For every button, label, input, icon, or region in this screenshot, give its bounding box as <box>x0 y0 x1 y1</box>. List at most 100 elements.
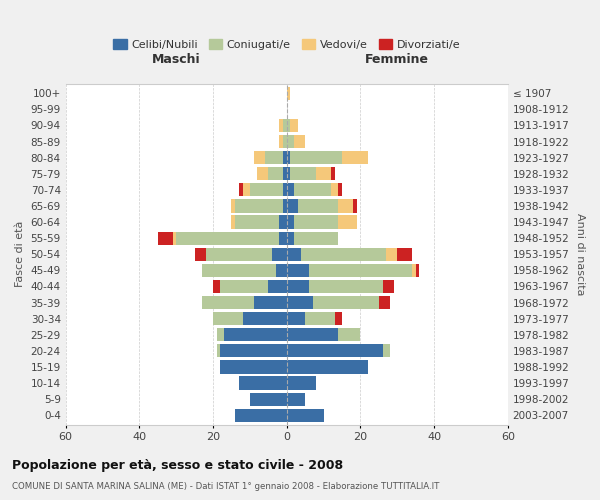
Bar <box>220 280 268 293</box>
Bar <box>287 183 294 196</box>
Bar <box>280 216 287 228</box>
Bar <box>309 264 412 277</box>
Bar <box>338 200 353 212</box>
Bar <box>254 151 265 164</box>
Bar <box>287 264 309 277</box>
Bar <box>206 248 272 261</box>
Bar <box>283 151 287 164</box>
Bar <box>194 248 206 261</box>
Bar <box>412 264 416 277</box>
Bar <box>301 248 386 261</box>
Bar <box>265 151 283 164</box>
Bar <box>294 183 331 196</box>
Bar <box>316 167 331 180</box>
Bar <box>213 280 220 293</box>
Bar <box>287 360 368 374</box>
Bar <box>254 296 287 309</box>
Bar <box>342 151 368 164</box>
Bar <box>280 119 283 132</box>
Bar <box>257 167 268 180</box>
Bar <box>287 392 305 406</box>
Bar <box>287 408 323 422</box>
Bar <box>283 183 287 196</box>
Bar <box>287 216 294 228</box>
Text: Popolazione per età, sesso e stato civile - 2008: Popolazione per età, sesso e stato civil… <box>12 460 343 472</box>
Bar <box>331 183 338 196</box>
Bar <box>383 344 390 358</box>
Bar <box>268 280 287 293</box>
Bar <box>294 216 338 228</box>
Bar <box>298 200 338 212</box>
Bar <box>283 119 287 132</box>
Bar <box>313 296 379 309</box>
Bar <box>290 167 316 180</box>
Bar <box>338 183 342 196</box>
Bar <box>383 280 394 293</box>
Bar <box>232 216 235 228</box>
Bar <box>338 328 361 342</box>
Bar <box>268 167 283 180</box>
Bar <box>287 248 301 261</box>
Bar <box>287 328 338 342</box>
Bar <box>287 376 316 390</box>
Bar <box>331 167 335 180</box>
Bar <box>275 264 287 277</box>
Bar <box>213 312 242 325</box>
Bar <box>353 200 357 212</box>
Bar <box>287 200 298 212</box>
Bar <box>173 232 176 244</box>
Bar <box>294 135 305 148</box>
Bar <box>224 328 287 342</box>
Bar <box>272 248 287 261</box>
Bar <box>309 280 383 293</box>
Bar <box>283 135 287 148</box>
Y-axis label: Anni di nascita: Anni di nascita <box>575 213 585 296</box>
Bar <box>294 232 338 244</box>
Bar <box>287 312 305 325</box>
Bar <box>280 135 283 148</box>
Bar <box>283 167 287 180</box>
Y-axis label: Fasce di età: Fasce di età <box>15 221 25 288</box>
Bar <box>232 200 235 212</box>
Bar <box>397 248 412 261</box>
Bar <box>335 312 342 325</box>
Bar <box>287 151 290 164</box>
Bar <box>287 119 290 132</box>
Bar <box>287 232 294 244</box>
Bar <box>287 344 383 358</box>
Bar <box>239 376 287 390</box>
Bar <box>305 312 335 325</box>
Bar <box>287 280 309 293</box>
Bar <box>217 328 224 342</box>
Bar <box>379 296 390 309</box>
Bar <box>280 232 287 244</box>
Bar <box>242 183 250 196</box>
Bar <box>287 296 313 309</box>
Bar <box>220 360 287 374</box>
Bar <box>250 183 283 196</box>
Bar <box>250 392 287 406</box>
Bar <box>290 119 298 132</box>
Bar <box>287 167 290 180</box>
Bar <box>235 408 287 422</box>
Text: Femmine: Femmine <box>365 53 429 66</box>
Bar <box>386 248 397 261</box>
Bar <box>217 344 220 358</box>
Bar <box>338 216 357 228</box>
Bar <box>202 296 254 309</box>
Bar <box>242 312 287 325</box>
Text: Maschi: Maschi <box>152 53 200 66</box>
Text: COMUNE DI SANTA MARINA SALINA (ME) - Dati ISTAT 1° gennaio 2008 - Elaborazione T: COMUNE DI SANTA MARINA SALINA (ME) - Dat… <box>12 482 439 491</box>
Bar <box>239 183 242 196</box>
Bar <box>290 151 342 164</box>
Bar <box>235 200 283 212</box>
Bar <box>235 216 280 228</box>
Bar <box>176 232 280 244</box>
Bar <box>158 232 173 244</box>
Bar <box>202 264 275 277</box>
Bar <box>287 135 294 148</box>
Bar <box>283 200 287 212</box>
Bar <box>220 344 287 358</box>
Legend: Celibi/Nubili, Coniugati/e, Vedovi/e, Divorziati/e: Celibi/Nubili, Coniugati/e, Vedovi/e, Di… <box>109 34 464 54</box>
Bar <box>287 86 290 100</box>
